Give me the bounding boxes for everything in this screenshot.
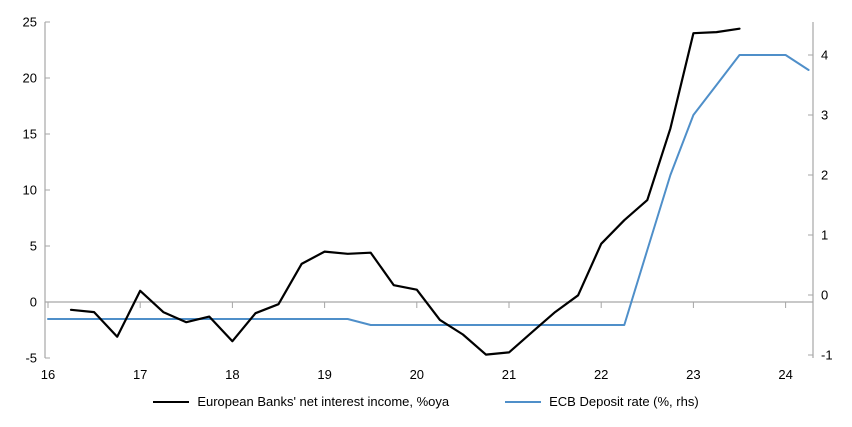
- left-axis-tick-label: -5: [25, 351, 37, 366]
- legend-item-ecb-deposit-rate: ECB Deposit rate (%, rhs): [505, 394, 699, 409]
- x-axis-tick-label: 21: [502, 367, 516, 382]
- x-axis-tick-label: 24: [778, 367, 792, 382]
- left-axis-tick-label: 5: [30, 239, 37, 254]
- series-line-net-interest-income: [69, 27, 741, 356]
- legend-label-ecb-deposit-rate: ECB Deposit rate (%, rhs): [549, 394, 699, 409]
- x-axis-tick-label: 22: [594, 367, 608, 382]
- right-axis-tick-label: 1: [821, 228, 828, 243]
- legend: European Banks' net interest income, %oy…: [0, 394, 852, 409]
- x-axis-tick-label: 23: [686, 367, 700, 382]
- legend-line-blue: [505, 400, 542, 403]
- left-axis-tick-label: 25: [23, 15, 37, 30]
- x-axis-tick-label: 20: [410, 367, 424, 382]
- legend-line-black: [153, 400, 190, 403]
- right-axis-tick-label: 4: [821, 48, 828, 63]
- x-axis-tick-label: 19: [317, 367, 331, 382]
- legend-label-net-interest-income: European Banks' net interest income, %oy…: [197, 394, 450, 409]
- x-axis-tick-label: 17: [133, 367, 147, 382]
- left-axis-tick-label: 15: [23, 127, 37, 142]
- right-axis-tick-label: 2: [821, 168, 828, 183]
- right-axis-tick-label: 0: [821, 288, 828, 303]
- x-axis-tick-label: 16: [41, 367, 55, 382]
- right-axis-tick-label: -1: [821, 348, 833, 363]
- right-axis-tick-label: 3: [821, 108, 828, 123]
- x-axis-tick-label: 18: [225, 367, 239, 382]
- series-line-ecb-deposit-rate: [47, 54, 810, 326]
- legend-item-net-interest-income: European Banks' net interest income, %oy…: [153, 394, 449, 409]
- left-axis-tick-label: 20: [23, 71, 37, 86]
- left-axis-tick-label: 10: [23, 183, 37, 198]
- left-axis-tick-label: 0: [30, 295, 37, 310]
